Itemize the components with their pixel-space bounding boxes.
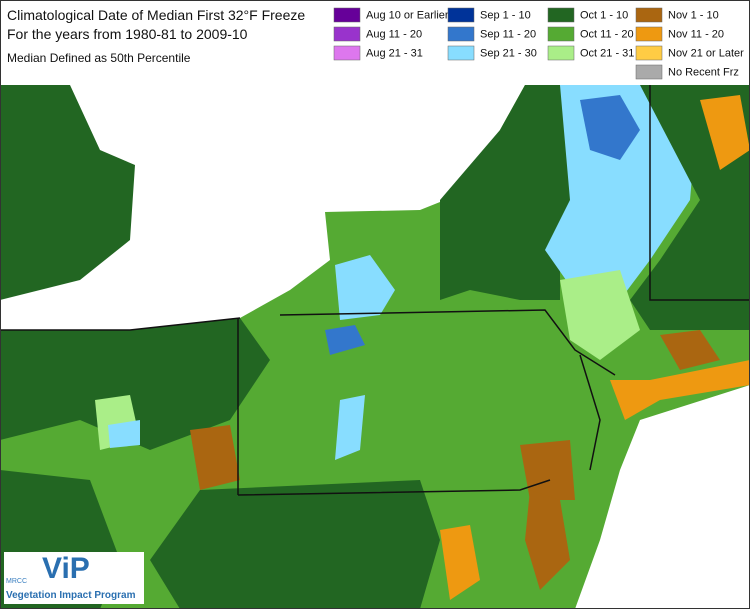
region <box>325 325 365 355</box>
legend-label: No Recent Frz <box>668 66 739 78</box>
legend: Aug 10 or Earlier Aug 11 - 20 Aug 21 - 31 S… <box>333 7 744 80</box>
region <box>580 95 640 160</box>
region <box>610 360 750 420</box>
legend-label: Sep 1 - 10 <box>480 9 531 21</box>
region <box>700 95 750 170</box>
legend-label: Oct 21 - 31 <box>580 47 634 59</box>
ocean <box>575 385 750 609</box>
region <box>335 255 395 320</box>
legend-swatch <box>333 7 361 23</box>
note: Median Defined as 50th Percentile <box>7 51 191 65</box>
logo-org: MRCC <box>6 578 27 585</box>
legend-swatch <box>333 45 361 61</box>
map-area <box>0 85 750 609</box>
legend-swatch <box>447 45 475 61</box>
legend-swatch <box>635 26 663 42</box>
legend-swatch <box>635 45 663 61</box>
state-border <box>279 309 616 376</box>
region <box>0 318 270 450</box>
legend-swatch <box>447 26 475 42</box>
legend-swatch <box>547 45 575 61</box>
logo-caption: Vegetation Impact Program <box>6 590 136 601</box>
land <box>0 85 135 300</box>
region <box>335 395 365 460</box>
region <box>660 330 720 370</box>
region <box>440 525 480 600</box>
legend-label: Nov 11 - 20 <box>668 28 724 40</box>
region <box>190 425 240 490</box>
legend-swatch <box>635 64 663 80</box>
legend-swatch <box>635 7 663 23</box>
legend-label: Oct 1 - 10 <box>580 9 628 21</box>
region <box>525 490 570 590</box>
legend-label: Aug 21 - 31 <box>366 47 423 59</box>
legend-label: Oct 11 - 20 <box>580 28 634 40</box>
legend-label: Nov 1 - 10 <box>668 9 719 21</box>
region <box>545 85 700 300</box>
state-border <box>237 479 551 496</box>
legend-label: Sep 21 - 30 <box>480 47 537 59</box>
logo-name: ViP <box>42 552 90 585</box>
legend-label: Aug 10 or Earlier <box>366 9 449 21</box>
subtitle: For the years from 1980-81 to 2009-10 <box>7 26 248 42</box>
state-border <box>649 85 750 301</box>
title-block: Climatological Date of Median First 32°F… <box>7 6 305 66</box>
state-border <box>579 354 601 471</box>
region <box>150 480 440 609</box>
legend-swatch <box>447 7 475 23</box>
title: Climatological Date of Median First 32°F… <box>7 7 306 23</box>
legend-swatch <box>547 7 575 23</box>
logo: MRCC ViP Vegetation Impact Program <box>4 552 144 604</box>
state-border <box>0 317 241 331</box>
legend-label: Aug 11 - 20 <box>366 28 422 40</box>
legend-label: Sep 11 - 20 <box>480 28 536 40</box>
region <box>108 420 140 448</box>
region <box>560 270 640 360</box>
legend-label: Nov 21 or Later <box>668 47 744 59</box>
legend-swatch <box>333 26 361 42</box>
legend-swatch <box>547 26 575 42</box>
